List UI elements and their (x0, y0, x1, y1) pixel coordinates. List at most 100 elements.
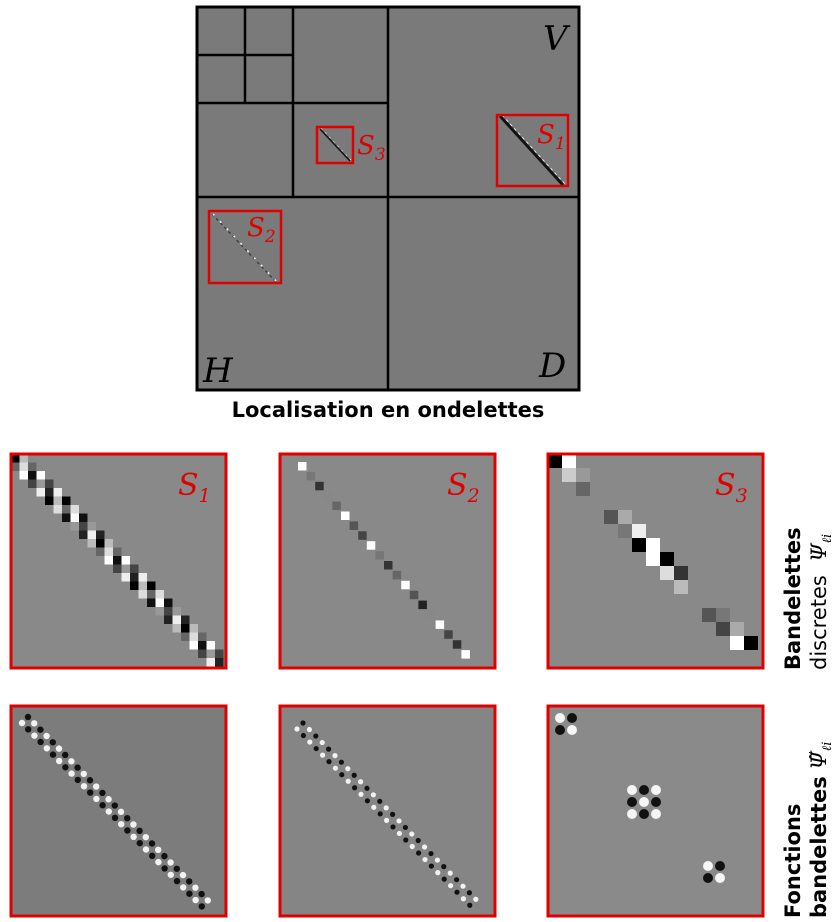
pattern-blob (55, 745, 63, 752)
pattern-cell (181, 615, 190, 624)
pattern-blob (555, 725, 565, 735)
pattern-cell (298, 462, 307, 471)
pattern-cell (121, 564, 130, 573)
pattern-blob (567, 725, 577, 735)
pattern-cell (562, 454, 576, 468)
pattern-blob (87, 789, 94, 796)
pattern-cell (53, 488, 62, 497)
pattern-cell (366, 541, 376, 550)
pattern-blob (370, 792, 376, 798)
pattern-blob (639, 785, 649, 795)
pattern-cell (79, 513, 88, 522)
pattern-blob (460, 883, 466, 889)
pattern-blob (31, 732, 38, 739)
pattern-blob (627, 809, 637, 819)
tile-pattern (294, 720, 479, 908)
pattern-blob (173, 865, 180, 872)
pattern-cell (392, 570, 402, 580)
pattern-cell (62, 505, 71, 514)
pattern-blob (364, 785, 370, 791)
pattern-blob (320, 752, 326, 758)
pattern-cell (130, 573, 139, 582)
pattern-blob (567, 713, 577, 723)
pattern-blob (422, 856, 428, 863)
tile-frame (546, 452, 765, 670)
pattern-cell (28, 462, 37, 471)
pattern-blob (61, 751, 69, 759)
pattern-cell (147, 581, 156, 590)
pattern-cell (358, 531, 367, 540)
pattern-cell (730, 636, 744, 650)
pattern-cell (113, 547, 122, 556)
pattern-blob (313, 733, 319, 739)
pattern-blob (428, 850, 434, 857)
pattern-cell (206, 641, 215, 650)
pattern-blob (409, 843, 415, 850)
pattern-blob (466, 890, 472, 896)
pattern-blob (703, 861, 713, 871)
pattern-cell (164, 615, 173, 624)
pattern-cell (172, 624, 181, 633)
pattern-blob (148, 840, 156, 847)
pattern-blob (402, 824, 408, 831)
pattern-blob (74, 764, 81, 771)
pattern-cell (36, 488, 45, 497)
discrete-bandelet-row: S1 S2 S3 (9, 452, 765, 670)
row-label-line1: Fonctions (781, 803, 805, 918)
pattern-blob (358, 791, 364, 797)
pattern-cell (604, 510, 618, 524)
pattern-cell (121, 556, 130, 565)
subband-label-d: D (538, 346, 566, 386)
pattern-blob (161, 852, 168, 860)
pattern-cell (45, 496, 54, 505)
pattern-blob (192, 884, 199, 891)
tile-label-s1: S1 (178, 468, 211, 507)
pattern-blob (345, 778, 351, 784)
pattern-blob (415, 837, 421, 844)
tile-label-s3: S3 (715, 468, 748, 507)
discrete-tile-s2: S2 (278, 452, 497, 670)
pattern-blob (339, 772, 345, 778)
pattern-blob (428, 863, 434, 869)
pattern-cell (87, 539, 96, 548)
pattern-cell (332, 501, 341, 511)
pattern-blob (396, 818, 402, 824)
discrete-tile-s3: S3 (546, 452, 765, 670)
pattern-cell (189, 632, 198, 641)
pattern-cell (435, 620, 445, 629)
pattern-blob (294, 726, 300, 732)
pattern-blob (49, 739, 56, 746)
pattern-cell (96, 530, 105, 539)
pattern-blob (403, 837, 409, 843)
pattern-blob (326, 759, 332, 765)
tile-label-s2: S2 (447, 468, 480, 507)
pattern-blob (49, 751, 57, 758)
row-label-line1: Bandelettes (781, 527, 805, 670)
pattern-cell (576, 482, 590, 496)
pattern-blob (715, 873, 725, 883)
tile-frame (278, 704, 497, 918)
pattern-cell (632, 524, 646, 538)
pattern-blob (454, 889, 460, 895)
pattern-cell (189, 641, 198, 650)
pattern-blob (639, 809, 649, 819)
pattern-blob (117, 808, 125, 816)
pattern-cell (384, 561, 393, 570)
pattern-blob (338, 759, 344, 765)
row-label-functions: Fonctions bandelettes Ψ̃ℓi (780, 742, 839, 918)
pattern-blob (124, 814, 131, 822)
pattern-blob (192, 896, 199, 904)
pattern-blob (93, 795, 100, 803)
pattern-cell (215, 658, 224, 667)
pattern-cell (206, 658, 215, 667)
pattern-cell (646, 552, 660, 566)
pattern-blob (627, 785, 637, 795)
pattern-blob (627, 797, 637, 807)
pattern-cell (576, 468, 590, 482)
subband-label-v: V (543, 19, 571, 59)
pattern-cell (70, 505, 79, 514)
pattern-blob (384, 817, 390, 823)
pattern-cell (198, 641, 207, 650)
pattern-blob (319, 739, 325, 746)
